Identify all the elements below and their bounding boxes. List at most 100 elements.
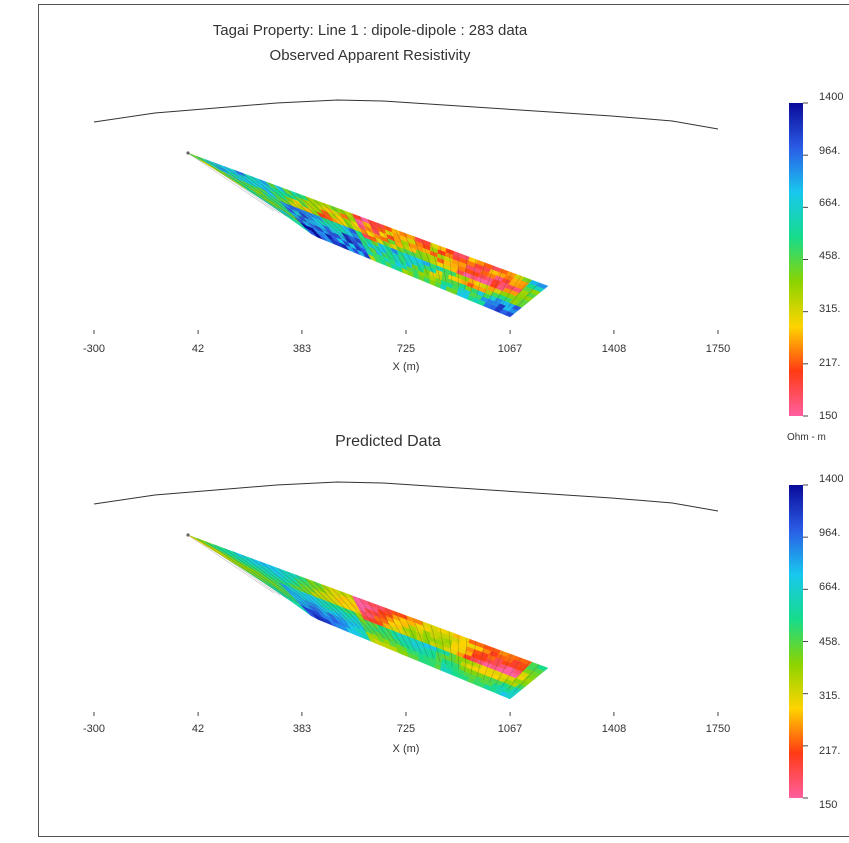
- data-point-hatch: [304, 196, 355, 245]
- data-point-hatch: [295, 192, 349, 242]
- topography-line: [93, 481, 719, 512]
- colorbar-tick-label: 150: [819, 410, 838, 422]
- colorbar-tick-label: 458.: [819, 636, 841, 648]
- data-point-hatch: [482, 265, 495, 298]
- x-tick-label: 1408: [601, 343, 627, 355]
- data-point-hatch: [457, 634, 459, 670]
- data-point-hatch: [476, 644, 486, 678]
- colorbar-tick-label: 458.: [819, 250, 841, 262]
- x-axis-label: X (m): [392, 743, 420, 755]
- colorbar-tick-label: 1400: [819, 91, 844, 103]
- data-point-hatch: [340, 591, 379, 637]
- data-point-hatch: [385, 226, 410, 268]
- data-point-hatch: [448, 631, 453, 667]
- x-tick-label: 42: [191, 343, 205, 355]
- data-point-hatch: [513, 664, 540, 693]
- data-point-hatch: [196, 538, 281, 596]
- predicted-panel: [93, 481, 808, 799]
- data-point-hatch: [205, 541, 287, 599]
- colorbar-tick-label: 1400: [819, 473, 844, 485]
- data-point-hatch: [385, 608, 410, 650]
- data-point-hatch: [241, 554, 312, 609]
- data-point-hatch: [501, 275, 522, 306]
- data-point-hatch: [507, 661, 531, 691]
- x-tick-label: 1750: [705, 343, 731, 355]
- data-point-hatch: [286, 571, 342, 622]
- data-point-hatch: [507, 279, 531, 309]
- data-point-hatch: [394, 611, 416, 652]
- x-tick-label: 1408: [601, 723, 627, 735]
- data-point-hatch: [394, 229, 416, 270]
- colorbar-tick-label: 217.: [819, 745, 841, 757]
- data-point-hatch: [313, 199, 361, 247]
- data-point-hatch: [430, 624, 441, 662]
- data-point-hatch: [322, 584, 367, 632]
- data-point-hatch: [232, 551, 305, 606]
- data-point-hatch: [457, 252, 459, 288]
- data-point-hatch: [495, 272, 513, 303]
- data-point-hatch: [286, 189, 342, 240]
- data-point-hatch: [403, 232, 422, 273]
- data-point-hatch: [476, 262, 486, 296]
- colorbar-tick-label: 964.: [819, 145, 841, 157]
- figure-frame: [38, 4, 849, 837]
- data-point-hatch: [358, 597, 392, 642]
- data-point-hatch: [412, 236, 429, 275]
- electrode-marker: [186, 533, 190, 537]
- data-point-hatch: [464, 256, 468, 291]
- x-tick-label: 383: [292, 343, 312, 355]
- colorbar-tick-label: 664.: [819, 581, 841, 593]
- colorbar-tick-label: 664.: [819, 197, 841, 209]
- data-point-hatch: [268, 182, 330, 235]
- data-point-hatch: [241, 172, 312, 227]
- data-point-hatch: [412, 618, 429, 657]
- chart-title: Tagai Property: Line 1 : dipole-dipole :…: [212, 22, 528, 39]
- data-point-hatch: [259, 561, 324, 614]
- data-point-hatch: [403, 614, 422, 655]
- x-tick-label: 383: [292, 723, 312, 735]
- colorbar-tick-label: 315.: [819, 690, 841, 702]
- predicted-panel-title: Predicted Data: [335, 433, 441, 450]
- data-point-hatch: [501, 657, 522, 688]
- colorbar-unit-label: Ohm - m: [787, 432, 826, 443]
- data-point-hatch: [214, 544, 293, 601]
- chart-subtitle: Observed Apparent Resistivity: [269, 47, 471, 64]
- data-point-hatch: [214, 162, 293, 219]
- data-point-hatch: [470, 259, 477, 293]
- data-point-hatch: [250, 176, 318, 230]
- colorbar-tick-label: 964.: [819, 527, 841, 539]
- data-point-hatch: [187, 152, 275, 212]
- data-point-hatch: [223, 548, 299, 604]
- data-point-hatch: [187, 534, 275, 594]
- data-point-hatch: [349, 594, 385, 640]
- colorbar: [789, 103, 803, 416]
- data-point-hatch: [488, 269, 504, 301]
- topography-line: [93, 99, 719, 130]
- data-point-hatch: [439, 628, 447, 665]
- colorbar-tick-label: 150: [819, 799, 838, 811]
- data-point-hatch: [421, 621, 435, 660]
- data-point-hatch: [349, 212, 385, 258]
- data-point-hatch: [205, 159, 287, 217]
- colorbar: [789, 485, 803, 798]
- data-point-hatch: [439, 246, 447, 283]
- data-point-hatch: [464, 638, 468, 673]
- x-tick-label: 725: [396, 723, 416, 735]
- data-point-hatch: [277, 186, 336, 237]
- data-point-hatch: [277, 568, 336, 619]
- pseudosection-cell: [504, 311, 515, 318]
- observed-panel: [93, 99, 808, 417]
- data-point-hatch: [488, 651, 504, 683]
- data-point-hatch: [376, 604, 404, 647]
- colorbar-tick-label: 217.: [819, 357, 841, 369]
- data-point-hatch: [367, 601, 398, 645]
- data-point-hatch: [358, 215, 392, 260]
- data-point-hatch: [421, 239, 435, 278]
- x-tick-label: 1067: [497, 723, 523, 735]
- data-point-hatch: [340, 209, 379, 255]
- data-point-hatch: [495, 654, 513, 685]
- data-point-hatch: [430, 242, 441, 280]
- x-tick-label: -300: [82, 343, 106, 355]
- data-point-hatch: [331, 588, 373, 634]
